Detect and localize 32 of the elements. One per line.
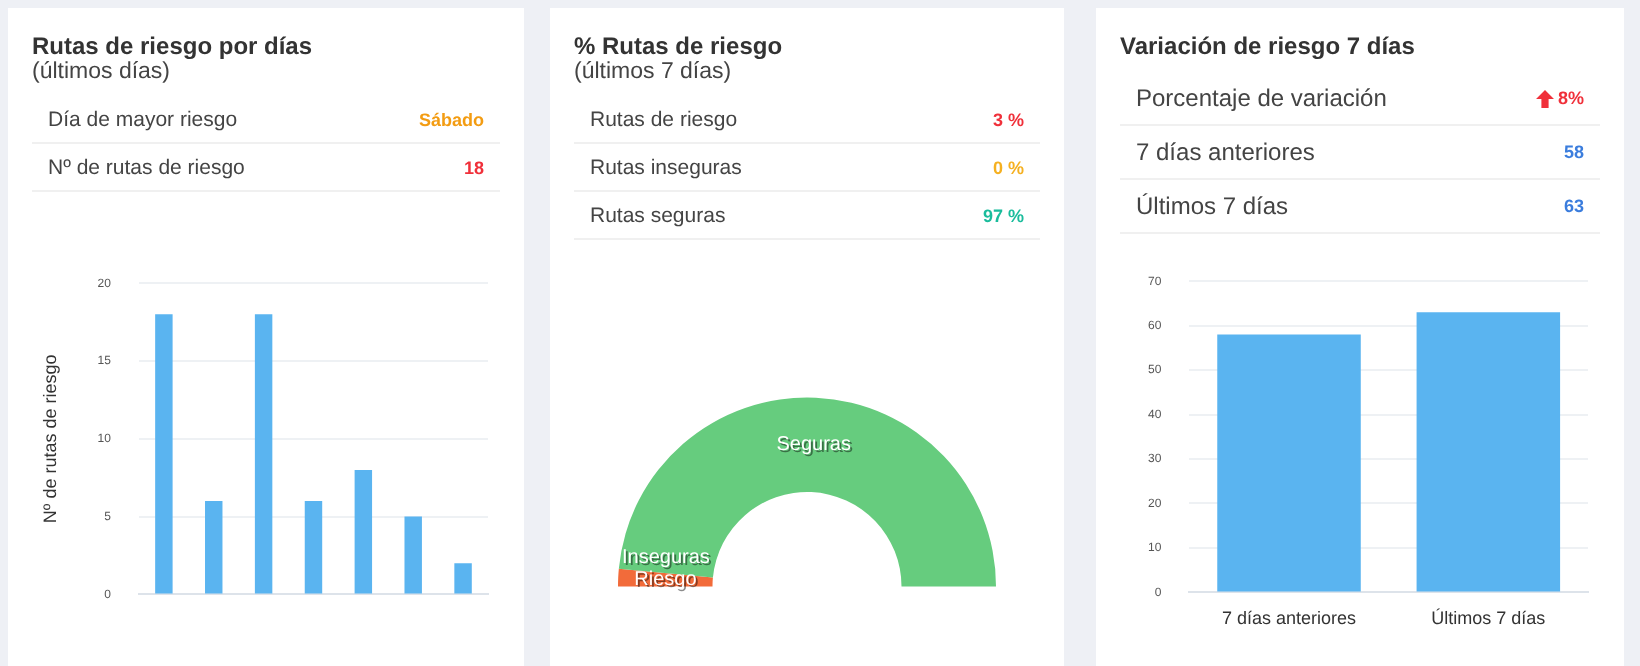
text: 3 %: [992, 109, 1024, 129]
text: 63: [1563, 196, 1584, 216]
chart-subtitle: (últimos días): [32, 60, 173, 84]
text: Sábado: [418, 109, 484, 129]
bar: [454, 563, 472, 594]
text: 7 días anteriores: [1136, 138, 1315, 166]
text: Porcentaje de variación: [1136, 84, 1387, 112]
text: 0 %: [992, 157, 1024, 177]
chart-subtitle: (últimos 7 días): [574, 60, 734, 84]
text: Rutas inseguras: [590, 155, 742, 179]
text: Rutas de riesgo: [590, 107, 738, 131]
text: 8%: [1555, 88, 1584, 108]
text: Rutas seguras: [590, 203, 726, 227]
text: Nº de rutas de riesgo: [48, 155, 245, 179]
bar: [404, 516, 422, 594]
bar: [254, 314, 273, 594]
slice-label: Seguras: [776, 434, 851, 457]
text: 18: [463, 157, 484, 177]
category-label: Inseguras: [621, 547, 710, 570]
text: Día de mayor riesgo: [48, 107, 238, 131]
chart-title: % Rutas de riesgo: [574, 32, 785, 60]
bar: [304, 501, 323, 594]
slice-label: Riesgo: [634, 569, 698, 592]
text: 97 %: [982, 205, 1024, 225]
bar: [205, 501, 223, 594]
chart-title: Rutas de riesgo por días: [32, 32, 315, 60]
y-axis-title: Nº de rutas de riesgo: [39, 354, 60, 524]
text: Últimos 7 días: [1136, 192, 1289, 220]
text: 58: [1563, 142, 1584, 162]
bar: [354, 469, 373, 594]
bar: [155, 314, 173, 594]
chart-title: Variación de riesgo 7 días: [1120, 32, 1417, 60]
